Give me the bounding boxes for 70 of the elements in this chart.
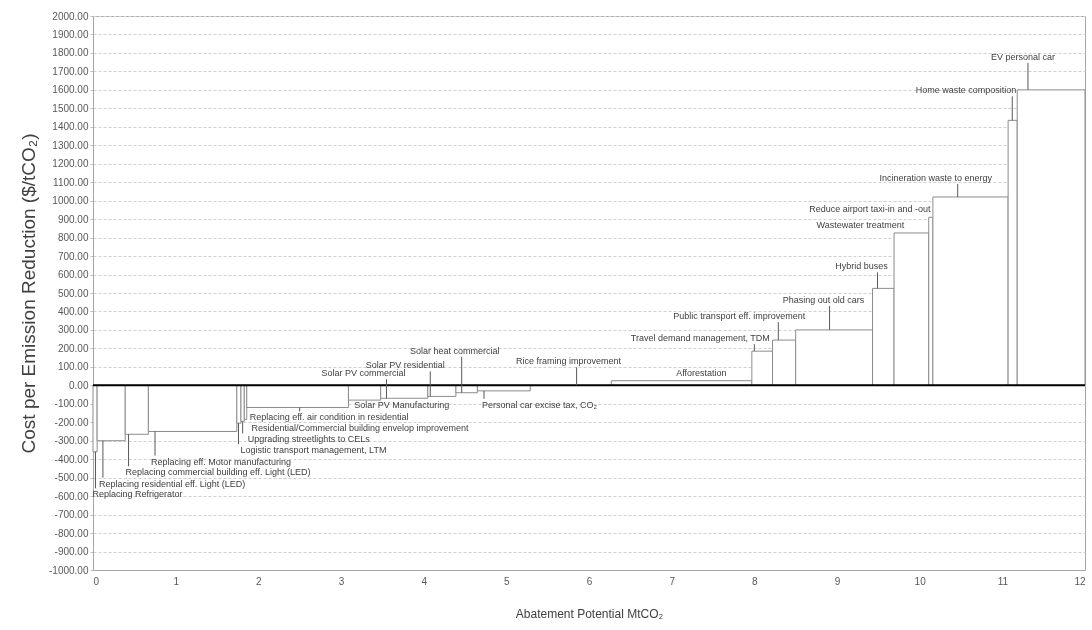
y-tick-label: -800.00 [54,527,89,539]
y-tick-label: 400.00 [57,305,89,317]
y-tick-label: 1700.00 [52,65,89,77]
x-tick-label: 2 [256,575,263,587]
x-tick-label: 12 [1074,575,1086,587]
annotation: Upgrading streetlights to CELs [247,434,371,445]
y-tick-label: -400.00 [54,453,89,465]
y-tick-label: -700.00 [54,509,89,521]
y-tick-label: 700.00 [57,250,89,262]
annotation: Solar PV Manufacturing [354,400,450,411]
annotation: Solar PV residential [365,360,445,371]
y-tick-label: 1100.00 [53,176,89,188]
annotation: Replacing eff. air condition in residential [249,412,409,423]
annotation: Reduce airport taxi-in and -out [809,204,931,215]
y-tick-label: 1500.00 [52,102,89,114]
annotation: Hybrid buses [835,261,889,272]
annotation: Wastewater treatment [816,219,905,230]
y-tick-label: 100.00 [57,361,89,373]
y-tick-label: -300.00 [54,435,89,447]
y-tick-label: 1800.00 [52,47,89,59]
x-tick-label: 5 [504,575,511,587]
y-tick-label: -1000.00 [49,564,89,576]
y-tick-label: 600.00 [57,269,89,281]
annotation: Home waste composition [915,85,1017,96]
annotation: Afforestation [676,367,727,378]
annotation: Incineration waste to energy [879,172,993,183]
annotation: Travel demand management, TDM [630,333,770,344]
y-tick-label: 900.00 [57,213,89,225]
annotation: Rice framing improvement [516,356,622,367]
y-tick-label: 1900.00 [52,28,89,40]
y-tick-label: 1400.00 [52,121,89,133]
x-tick-label: 7 [669,575,676,587]
annotation: Replacing Refrigerator [92,489,183,500]
x-tick-label: 9 [834,575,841,587]
x-tick-label: 3 [338,575,345,587]
x-tick-label: 4 [421,575,428,587]
x-tick-label: 0 [93,575,100,587]
x-tick-label: 6 [586,575,593,587]
y-tick-label: -500.00 [54,472,89,484]
annotation: Replacing residential eff. Light (LED) [98,478,246,489]
annotation: Replacing eff. Motor manufacturing [151,456,291,467]
x-tick-label: 10 [914,575,927,587]
annotation: Public transport eff. improvement [673,311,806,322]
x-tick-label: 1 [173,575,180,587]
y-tick-label: 500.00 [57,287,89,299]
x-tick-label: 8 [752,575,759,587]
annotation: Solar PV commercial [321,368,406,379]
x-axis-title: Abatement Potential MtCO₂ [515,606,664,621]
y-tick-label: -100.00 [54,398,89,410]
annotation: Replacing commercial building eff. Light (LED) [125,467,311,478]
y-tick-label: 200.00 [57,342,89,354]
y-tick-label: -600.00 [54,490,89,502]
y-tick-label: 800.00 [57,232,89,244]
annotation: Phasing out old cars [782,294,865,305]
annotation: Residential/Commercial building envelop improvement [251,423,470,434]
y-tick-label: 300.00 [57,324,89,336]
y-tick-label: 1300.00 [52,139,89,151]
annotation: Solar heat commercial [409,345,500,356]
x-tick-label: 11 [997,575,1009,587]
y-tick-label: 1200.00 [52,158,89,170]
y-tick-label: 2000.00 [52,10,89,22]
y-tick-label: 1000.00 [52,195,89,207]
annotation: Personal car excise tax, CO₂ [482,399,598,410]
annotation: EV personal car [990,51,1055,62]
y-tick-label: -900.00 [54,546,89,558]
y-tick-label: 0.00 [69,379,89,391]
y-tick-label: -200.00 [54,416,89,428]
annotation: Logistic transport management, LTM [240,445,387,456]
y-axis-title: Cost per Emission Reduction ($/tCO₂) [18,133,40,454]
y-tick-label: 1600.00 [52,84,89,96]
